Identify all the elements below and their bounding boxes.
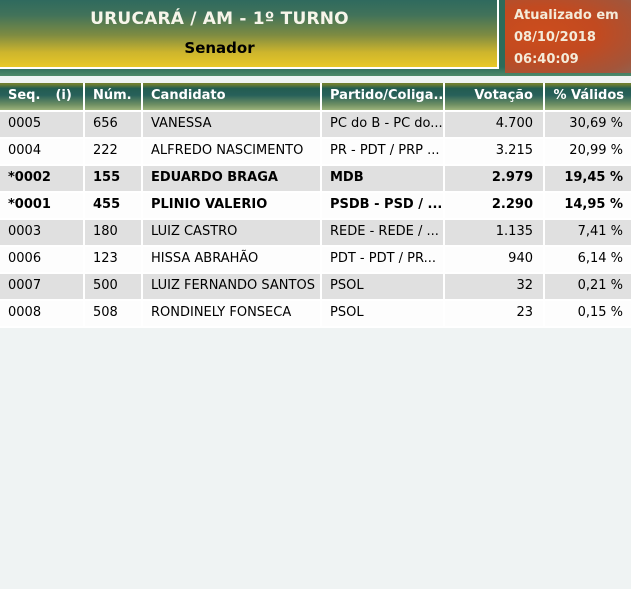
row-num: 222 <box>85 139 143 166</box>
row-seq: *0002 <box>0 166 85 193</box>
row-votes: 940 <box>445 247 545 274</box>
column-header-seq-label: Seq. <box>8 88 41 103</box>
info-icon[interactable]: (i) <box>55 88 72 103</box>
row-party: PC do B - PC do... <box>322 112 445 139</box>
row-seq: 0007 <box>0 274 85 301</box>
updated-date: 08/10/2018 <box>514 30 596 45</box>
row-party: PSOL <box>322 274 445 301</box>
row-percent: 0,21 % <box>545 274 631 301</box>
row-seq: *0001 <box>0 193 85 220</box>
table-row: 0006 123 HISSA ABRAHÃO PDT - PDT / PR...… <box>0 247 631 274</box>
page-title: URUCARÁ / AM - 1º TURNO <box>90 9 349 29</box>
row-candidate-name: LUIZ CASTRO <box>143 220 322 247</box>
row-percent: 20,99 % <box>545 139 631 166</box>
row-candidate-name: EDUARDO BRAGA <box>143 166 322 193</box>
table-header-row: Seq. (i) Núm. Candidato Partido/Coliga...… <box>0 83 631 112</box>
row-party: PDT - PDT / PR... <box>322 247 445 274</box>
row-party: PR - PDT / PRP ... <box>322 139 445 166</box>
table-row: *0001 455 PLINIO VALERIO PSDB - PSD / ..… <box>0 193 631 220</box>
row-percent: 19,45 % <box>545 166 631 193</box>
updated-time: 06:40:09 <box>514 52 579 67</box>
row-seq: 0004 <box>0 139 85 166</box>
column-header-votacao: Votação <box>445 83 545 112</box>
table-row: 0005 656 VANESSA PC do B - PC do... 4.70… <box>0 112 631 139</box>
title-box: URUCARÁ / AM - 1º TURNO Senador <box>0 0 499 69</box>
row-candidate-name: RONDINELY FONSECA <box>143 301 322 328</box>
column-header-pct: % Válidos <box>545 83 631 112</box>
row-percent: 6,14 % <box>545 247 631 274</box>
column-header-num: Núm. <box>85 83 143 112</box>
row-seq: 0005 <box>0 112 85 139</box>
results-table: Seq. (i) Núm. Candidato Partido/Coliga...… <box>0 83 631 328</box>
row-num: 155 <box>85 166 143 193</box>
updated-box: Atualizado em 08/10/2018 06:40:09 <box>505 0 631 73</box>
table-row: 0003 180 LUIZ CASTRO REDE - REDE / ... 1… <box>0 220 631 247</box>
row-candidate-name: PLINIO VALERIO <box>143 193 322 220</box>
row-votes: 2.979 <box>445 166 545 193</box>
updated-label: Atualizado em <box>514 8 619 23</box>
row-num: 508 <box>85 301 143 328</box>
row-candidate-name: LUIZ FERNANDO SANTOS <box>143 274 322 301</box>
table-row: 0008 508 RONDINELY FONSECA PSOL 23 0,15 … <box>0 301 631 328</box>
row-num: 500 <box>85 274 143 301</box>
row-percent: 7,41 % <box>545 220 631 247</box>
column-header-seq: Seq. (i) <box>0 83 85 112</box>
row-num: 180 <box>85 220 143 247</box>
row-seq: 0003 <box>0 220 85 247</box>
row-num: 123 <box>85 247 143 274</box>
row-party: PSDB - PSD / ... <box>322 193 445 220</box>
row-votes: 2.290 <box>445 193 545 220</box>
row-seq: 0008 <box>0 301 85 328</box>
column-header-partido: Partido/Coliga... <box>322 83 445 112</box>
row-party: PSOL <box>322 301 445 328</box>
row-candidate-name: HISSA ABRAHÃO <box>143 247 322 274</box>
page-subtitle: Senador <box>184 39 255 57</box>
table-row: *0002 155 EDUARDO BRAGA MDB 2.979 19,45 … <box>0 166 631 193</box>
row-votes: 32 <box>445 274 545 301</box>
row-num: 656 <box>85 112 143 139</box>
row-party: REDE - REDE / ... <box>322 220 445 247</box>
table-row: 0004 222 ALFREDO NASCIMENTO PR - PDT / P… <box>0 139 631 166</box>
row-votes: 1.135 <box>445 220 545 247</box>
row-seq: 0006 <box>0 247 85 274</box>
row-votes: 3.215 <box>445 139 545 166</box>
row-percent: 14,95 % <box>545 193 631 220</box>
row-percent: 0,15 % <box>545 301 631 328</box>
row-votes: 4.700 <box>445 112 545 139</box>
row-party: MDB <box>322 166 445 193</box>
header: URUCARÁ / AM - 1º TURNO Senador Atualiza… <box>0 0 631 76</box>
column-header-candidato: Candidato <box>143 83 322 112</box>
row-percent: 30,69 % <box>545 112 631 139</box>
row-num: 455 <box>85 193 143 220</box>
row-candidate-name: VANESSA <box>143 112 322 139</box>
table-row: 0007 500 LUIZ FERNANDO SANTOS PSOL 32 0,… <box>0 274 631 301</box>
row-votes: 23 <box>445 301 545 328</box>
table-body: 0005 656 VANESSA PC do B - PC do... 4.70… <box>0 112 631 328</box>
row-candidate-name: ALFREDO NASCIMENTO <box>143 139 322 166</box>
